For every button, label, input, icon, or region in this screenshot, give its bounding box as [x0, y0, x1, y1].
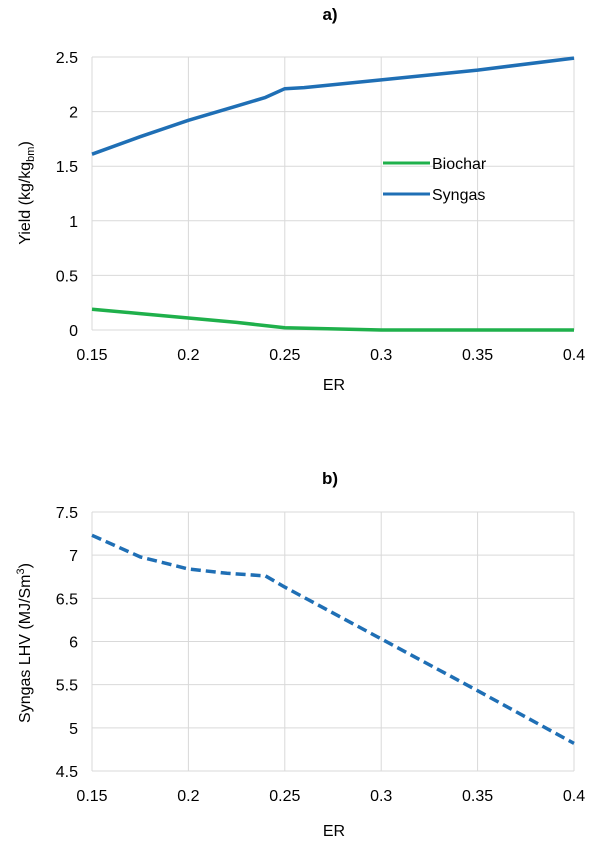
chart-b-y-tick-labels: 4.5 5 5.5 6 6.5 7 7.5 [56, 505, 78, 781]
chart-b-x-tick-labels: 0.15 0.2 0.25 0.3 0.35 0.4 [76, 788, 585, 805]
a-x-tick-label: 0.3 [370, 347, 392, 364]
b-x-tick-label: 0.15 [76, 788, 107, 805]
chart-b-title: b) [322, 469, 338, 488]
b-x-tick-label: 0.35 [462, 788, 493, 805]
a-x-tick-label: 0.25 [269, 347, 300, 364]
legend-label-biochar: Biochar [432, 156, 487, 173]
b-x-tick-label: 0.2 [177, 788, 199, 805]
a-x-tick-label: 0.15 [76, 347, 107, 364]
b-y-tick-label: 5 [69, 721, 78, 738]
chart-a-x-axis-label: ER [323, 377, 345, 394]
b-y-tick-label: 7 [69, 548, 78, 565]
b-y-tick-label: 7.5 [56, 505, 78, 522]
a-y-tick-label: 0.5 [56, 268, 78, 285]
a-y-tick-label: 2.5 [56, 50, 78, 67]
chart-b: b) 4.5 5 5.5 6 6.5 7 7.5 0.15 0.2 0.25 0.3 0.35 0.4… [15, 469, 585, 840]
a-x-tick-label: 0.35 [462, 347, 493, 364]
chart-a-y-axis-label: Yield (kg/kgbm) [17, 141, 37, 245]
chart-a-legend: Biochar Syngas [383, 156, 487, 204]
b-y-tick-label: 5.5 [56, 678, 78, 695]
b-x-tick-label: 0.3 [370, 788, 392, 805]
b-y-tick-label: 6 [69, 635, 78, 652]
chart-a-x-tick-labels: 0.15 0.2 0.25 0.3 0.35 0.4 [76, 347, 585, 364]
a-y-tick-label: 0 [69, 323, 78, 340]
chart-a-y-tick-labels: 0 0.5 1 1.5 2 2.5 [56, 50, 78, 340]
chart-b-gridlines [91, 511, 575, 772]
b-x-tick-label: 0.4 [563, 788, 585, 805]
chart-b-series [91, 533, 575, 745]
a-x-tick-label: 0.4 [563, 347, 585, 364]
a-y-tick-label: 1 [69, 214, 78, 231]
b-y-tick-label: 4.5 [56, 764, 78, 781]
b-y-tick-label: 6.5 [56, 591, 78, 608]
legend-label-syngas: Syngas [432, 187, 485, 204]
chart-b-x-axis-label: ER [323, 823, 345, 840]
a-y-tick-label: 1.5 [56, 159, 78, 176]
chart-a-series [91, 56, 575, 332]
chart-a: a) 0 0.5 1 1.5 2 2.5 0.15 0.2 0.25 0.3 0.35 0.4 ER… [17, 5, 585, 394]
b-series-line-0 [91, 533, 575, 745]
a-series-line-syngas [91, 56, 575, 156]
chart-b-y-axis-label: Syngas LHV (MJ/Sm3) [15, 563, 34, 723]
a-y-tick-label: 2 [69, 105, 78, 122]
b-x-tick-label: 0.25 [269, 788, 300, 805]
a-x-tick-label: 0.2 [177, 347, 199, 364]
chart-a-gridlines [91, 56, 575, 331]
a-series-line-biochar [91, 307, 574, 332]
chart-a-title: a) [322, 5, 337, 24]
